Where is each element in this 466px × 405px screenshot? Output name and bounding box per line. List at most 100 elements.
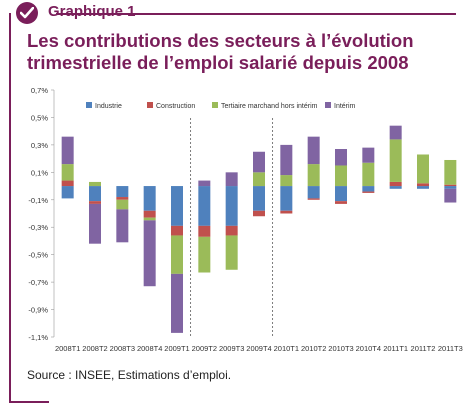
bar-segment bbox=[61, 136, 74, 165]
x-tick-label: 2008T3 bbox=[110, 344, 135, 353]
bar-segment bbox=[143, 217, 156, 221]
bar-segment bbox=[253, 210, 265, 217]
bar-segment bbox=[335, 186, 347, 202]
checkmark-badge-icon bbox=[16, 2, 38, 24]
y-tick-label: 0,5% bbox=[31, 113, 48, 122]
legend-label: Industrie bbox=[95, 103, 122, 110]
bar-segment bbox=[307, 198, 320, 200]
x-tick-label: 2008T1 bbox=[55, 344, 80, 353]
x-tick-label: 2011T2 bbox=[411, 344, 436, 353]
bar-segment bbox=[307, 136, 320, 165]
bar-segment bbox=[171, 273, 183, 333]
bar-segment bbox=[417, 154, 429, 184]
bar-segment bbox=[143, 220, 156, 287]
bar-segment bbox=[417, 183, 429, 187]
bar-segment bbox=[61, 186, 74, 199]
bar-segment bbox=[280, 144, 293, 176]
frame-bottom-rule bbox=[9, 401, 49, 403]
bar-segment bbox=[253, 151, 265, 173]
chart-source: Source : INSEE, Estimations d’emploi. bbox=[27, 368, 232, 382]
bar-segment bbox=[143, 210, 156, 218]
bar-segment bbox=[61, 180, 74, 187]
x-tick-label: 2009T1 bbox=[164, 344, 189, 353]
bar-segment bbox=[362, 191, 375, 193]
y-tick-label: 0,3% bbox=[31, 141, 48, 150]
bar-segment bbox=[362, 147, 375, 163]
bar-segment bbox=[444, 188, 457, 203]
legend-label: Tertiaire marchand hors intérim bbox=[221, 103, 318, 110]
bar-segment bbox=[89, 203, 101, 244]
x-tick-label: 2010T3 bbox=[328, 344, 353, 353]
x-tick-label: 2010T2 bbox=[301, 344, 326, 353]
bar-segment bbox=[389, 125, 402, 140]
bar-segment bbox=[225, 225, 238, 236]
bar-segment bbox=[198, 186, 211, 226]
bar-segment bbox=[171, 235, 183, 274]
bar-segment bbox=[89, 181, 101, 187]
bar-segment bbox=[253, 172, 265, 187]
frame-top-rule bbox=[56, 13, 456, 15]
bar-segment bbox=[116, 186, 129, 198]
legend-swatch bbox=[325, 102, 331, 108]
y-tick-label: -0,9% bbox=[28, 306, 48, 315]
x-tick-label: 2011T3 bbox=[438, 344, 463, 353]
bar-segment bbox=[116, 209, 129, 243]
bar-segment bbox=[362, 186, 375, 192]
y-tick-label: 0,1% bbox=[31, 168, 48, 177]
bar-segment bbox=[143, 186, 156, 211]
bar-segment bbox=[335, 201, 347, 204]
bar-segment bbox=[417, 186, 429, 189]
bar-segment bbox=[198, 225, 211, 237]
bar-segment bbox=[444, 186, 457, 189]
bar-segment bbox=[280, 186, 293, 211]
legend-swatch bbox=[147, 102, 153, 108]
bar-segment bbox=[335, 165, 347, 187]
bar-segment bbox=[389, 181, 402, 187]
bar-segment bbox=[89, 201, 101, 204]
bar-segment bbox=[280, 175, 293, 187]
x-tick-label: 2009T2 bbox=[192, 344, 217, 353]
y-tick-label: -1,1% bbox=[28, 333, 48, 342]
bar-segment bbox=[307, 164, 320, 187]
bar-segment bbox=[335, 149, 347, 166]
x-tick-label: 2009T3 bbox=[219, 344, 244, 353]
x-tick-label: 2009T4 bbox=[246, 344, 271, 353]
bar-segment bbox=[225, 186, 238, 226]
figure-kicker: Graphique 1 bbox=[48, 3, 136, 20]
bar-segment bbox=[116, 199, 129, 210]
x-tick-label: 2008T2 bbox=[82, 344, 107, 353]
y-tick-label: -0,1% bbox=[28, 196, 48, 205]
bar-segment bbox=[307, 186, 320, 199]
bar-segment bbox=[89, 186, 101, 202]
bar-segment bbox=[198, 236, 211, 273]
bar-segment bbox=[171, 225, 183, 236]
y-tick-label: -0,5% bbox=[28, 251, 48, 260]
x-tick-label: 2011T1 bbox=[383, 344, 408, 353]
bar-segment bbox=[253, 186, 265, 211]
chart-title: Les contributions des secteurs à l’évolu… bbox=[27, 30, 414, 73]
bar-segment bbox=[444, 159, 457, 185]
y-tick-label: -0,3% bbox=[28, 223, 48, 232]
bar-segment bbox=[280, 210, 293, 214]
bar-segment bbox=[389, 186, 402, 189]
legend-label: Construction bbox=[156, 103, 195, 110]
bar-segment bbox=[225, 172, 238, 187]
bar-segment bbox=[362, 162, 375, 187]
legend-swatch bbox=[86, 102, 92, 108]
y-tick-label: -0,7% bbox=[28, 278, 48, 287]
bar-segment bbox=[116, 197, 129, 200]
bar-segment bbox=[225, 235, 238, 270]
frame-left-rule bbox=[9, 13, 11, 403]
bar-segment bbox=[61, 164, 74, 181]
bar-segment bbox=[198, 180, 211, 187]
bar-segment bbox=[171, 186, 183, 226]
legend-swatch bbox=[212, 102, 218, 108]
x-tick-label: 2010T1 bbox=[274, 344, 299, 353]
x-tick-label: 2008T4 bbox=[137, 344, 162, 353]
x-tick-label: 2010T4 bbox=[356, 344, 381, 353]
y-tick-label: 0,7% bbox=[31, 86, 48, 95]
legend-label: Intérim bbox=[334, 103, 356, 110]
bar-segment bbox=[444, 184, 457, 187]
bar-segment bbox=[389, 139, 402, 182]
